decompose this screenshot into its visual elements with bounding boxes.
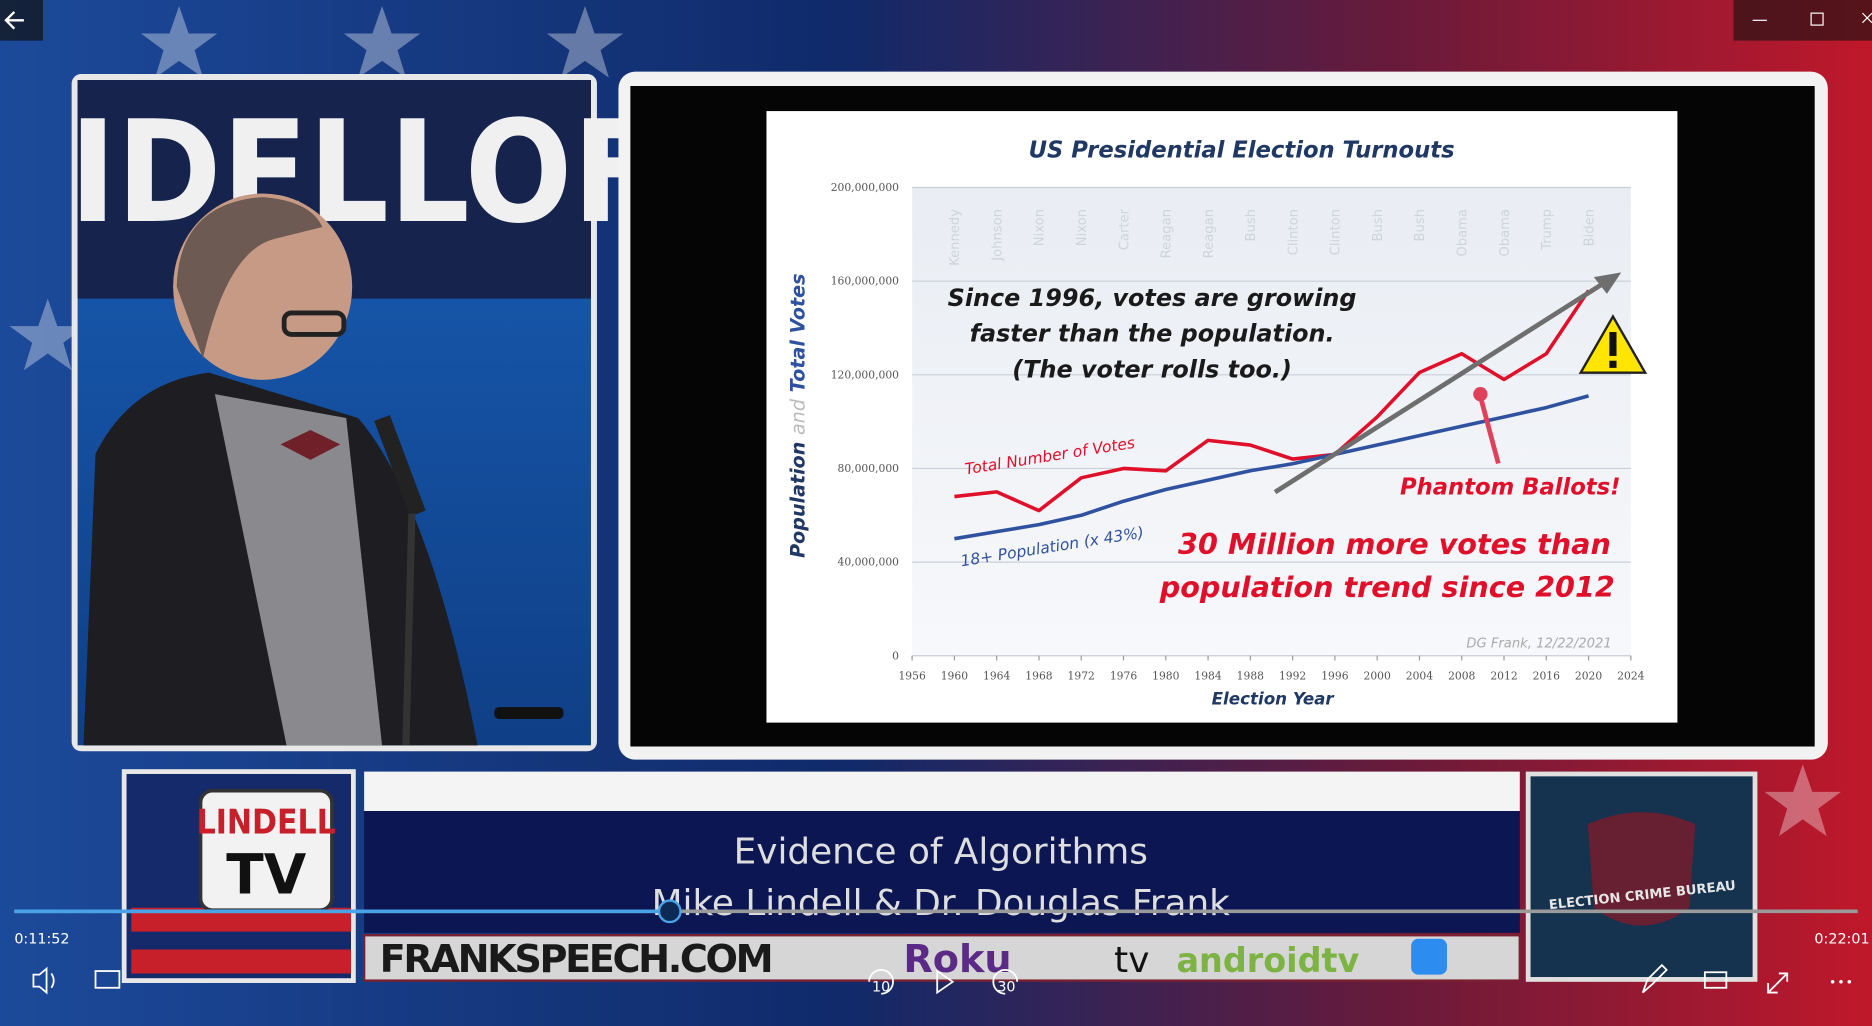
total-time: 0:22:01 bbox=[1814, 932, 1869, 948]
warning-icon bbox=[1609, 332, 1617, 356]
x-tick-label: 1992 bbox=[1279, 670, 1306, 683]
forward-label[interactable]: 30 bbox=[997, 979, 1015, 995]
y-tick-label: 200,000,000 bbox=[831, 181, 899, 194]
elapsed-time: 0:11:52 bbox=[14, 932, 69, 948]
captions-button[interactable] bbox=[94, 970, 121, 989]
president-label: Obama bbox=[1456, 209, 1471, 257]
annotations: Since 1996, votes are growing faster tha… bbox=[948, 272, 1648, 651]
site: FRANKSPEECH.COM bbox=[380, 938, 772, 982]
fullscreen-button[interactable] bbox=[1767, 972, 1789, 994]
annotation-text: 30 Million more votes than bbox=[1178, 527, 1611, 561]
app-store-icon bbox=[1411, 938, 1447, 975]
x-tick-label: 2000 bbox=[1364, 670, 1391, 683]
play-button[interactable] bbox=[936, 969, 955, 995]
x-tick-label: 1988 bbox=[1237, 670, 1264, 683]
y-tick-label: 40,000,000 bbox=[838, 556, 900, 569]
series-line bbox=[954, 289, 1591, 513]
president-label: Bush bbox=[1244, 209, 1259, 241]
president-label: Obama bbox=[1498, 209, 1513, 257]
platform: Roku bbox=[903, 938, 1011, 982]
president-label: Reagan bbox=[1160, 209, 1175, 258]
rewind-button[interactable] bbox=[868, 969, 894, 995]
segment-title: Evidence of Algorithms bbox=[734, 832, 1148, 873]
president-label: Clinton bbox=[1286, 209, 1301, 255]
callout-pointer bbox=[1473, 386, 1488, 402]
rewind-label[interactable]: 10 bbox=[872, 979, 890, 995]
warning-icon bbox=[1609, 360, 1617, 368]
x-tick-label: 1980 bbox=[1152, 670, 1179, 683]
president-label: Reagan bbox=[1202, 209, 1217, 258]
logo-text: TV bbox=[226, 842, 306, 906]
president-label: Johnson bbox=[990, 209, 1005, 262]
y-axis-label-part: and bbox=[787, 398, 810, 435]
chart: US Presidential Election Turnouts Electi… bbox=[787, 138, 1645, 709]
y-tick-label: 160,000,000 bbox=[831, 275, 899, 288]
x-tick-label: 2004 bbox=[1406, 670, 1433, 683]
president-label: Kennedy bbox=[948, 209, 963, 266]
trend-arrow bbox=[1273, 279, 1608, 495]
annotation-text: population trend since 2012 bbox=[1159, 570, 1615, 604]
edit-button[interactable] bbox=[1641, 963, 1668, 994]
logo-text: LINDELL bbox=[197, 803, 336, 842]
chart-title: US Presidential Election Turnouts bbox=[1029, 138, 1455, 164]
logo-stripes bbox=[131, 907, 351, 974]
annotation-text: faster than the population. bbox=[970, 320, 1335, 348]
segment-subtitle: Mike Lindell & Dr. Douglas Frank bbox=[652, 883, 1231, 924]
shield bbox=[1587, 812, 1696, 926]
y-tick-label: 0 bbox=[892, 649, 899, 662]
president-label: Biden bbox=[1582, 209, 1597, 246]
mini-view-button[interactable] bbox=[1703, 971, 1728, 989]
x-tick-label: 2020 bbox=[1575, 670, 1602, 683]
x-tick-label: 2016 bbox=[1533, 670, 1560, 683]
plot-area bbox=[912, 187, 1631, 656]
y-axis-label-part: Total Votes bbox=[787, 273, 810, 392]
annotation-text: Phantom Ballots! bbox=[1400, 474, 1620, 500]
platform: androidtv bbox=[1176, 941, 1359, 980]
back-button[interactable] bbox=[4, 11, 24, 30]
credit: DG Frank, 12/22/2021 bbox=[1466, 636, 1611, 651]
x-tick-label: 1976 bbox=[1110, 670, 1137, 683]
president-label: Bush bbox=[1371, 209, 1386, 241]
president-label: Bush bbox=[1413, 209, 1428, 241]
y-axis-label: Population and Total Votes bbox=[787, 273, 810, 557]
site-band bbox=[362, 934, 1521, 982]
speaker bbox=[83, 193, 564, 746]
trend-arrow-head bbox=[1593, 272, 1622, 294]
x-tick-label: 1972 bbox=[1068, 670, 1095, 683]
president-label: Trump bbox=[1540, 209, 1555, 251]
annotation-text: Since 1996, votes are growing bbox=[948, 284, 1357, 312]
x-tick-label: 1984 bbox=[1194, 670, 1221, 683]
x-tick-label: 1968 bbox=[1025, 670, 1052, 683]
series-line bbox=[954, 394, 1590, 541]
x-tick-label: 1956 bbox=[898, 670, 925, 683]
y-tick-label: 80,000,000 bbox=[838, 462, 900, 475]
title-band-top bbox=[364, 771, 1520, 812]
progress-thumb[interactable] bbox=[657, 899, 682, 924]
x-tick-label: 1960 bbox=[941, 670, 968, 683]
x-axis-label: Election Year bbox=[1212, 689, 1336, 709]
platform: tv bbox=[1114, 940, 1149, 981]
forward-button[interactable] bbox=[992, 969, 1019, 995]
callout-pointer bbox=[1478, 395, 1501, 465]
more-button[interactable] bbox=[1830, 980, 1852, 984]
annotation-text: (The voter rolls too.) bbox=[1012, 355, 1292, 383]
backdrop-text: IDELLOF bbox=[69, 91, 659, 255]
president-label: Nixon bbox=[1075, 209, 1090, 246]
x-tick-label: 2008 bbox=[1448, 670, 1475, 683]
volume-button[interactable] bbox=[32, 966, 55, 995]
x-tick-label: 1964 bbox=[983, 670, 1010, 683]
x-tick-label: 2024 bbox=[1617, 670, 1644, 683]
president-label: Carter bbox=[1117, 208, 1132, 250]
stars bbox=[9, 5, 1841, 837]
restore-button[interactable] bbox=[1810, 12, 1824, 26]
x-tick-label: 2012 bbox=[1490, 670, 1517, 683]
president-label: Nixon bbox=[1033, 209, 1048, 246]
close-button[interactable] bbox=[1862, 12, 1872, 24]
president-label: Clinton bbox=[1329, 209, 1344, 255]
y-tick-label: 120,000,000 bbox=[831, 368, 899, 381]
y-axis-label-part: Population bbox=[787, 442, 810, 558]
x-tick-label: 1996 bbox=[1321, 670, 1348, 683]
